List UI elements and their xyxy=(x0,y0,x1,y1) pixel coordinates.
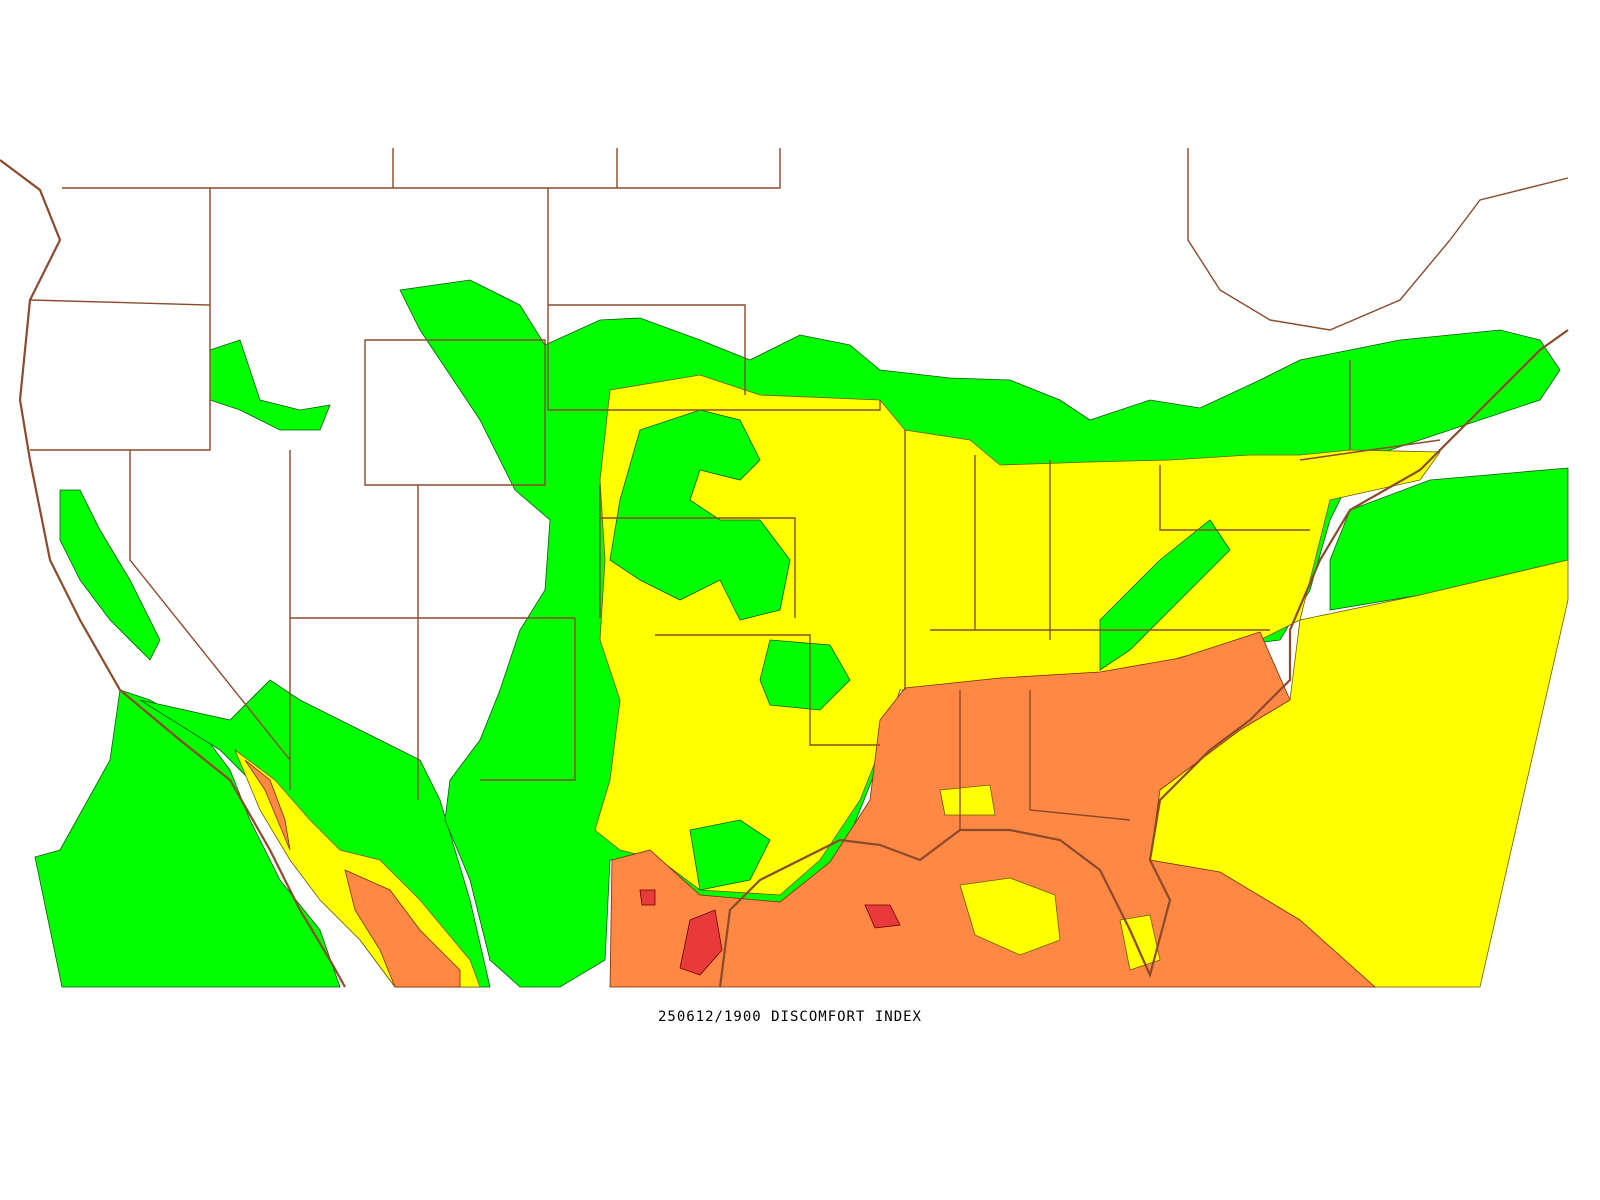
zone-green xyxy=(1099,519,1231,671)
zone-yellow xyxy=(959,877,1061,956)
zone-green xyxy=(1329,467,1569,611)
discomfort-fields xyxy=(34,279,1569,988)
zone-red xyxy=(639,889,656,906)
coastline xyxy=(0,159,346,988)
zone-orange xyxy=(244,759,291,851)
zone-yellow xyxy=(939,784,996,816)
coastline xyxy=(718,329,1569,988)
zone-green xyxy=(759,639,851,711)
zone-green xyxy=(34,689,341,988)
zone-green xyxy=(209,339,331,431)
map-caption: 250612/1900 DISCOMFORT INDEX xyxy=(658,1009,922,1025)
boundaries xyxy=(0,148,1569,988)
zone-red xyxy=(679,909,723,976)
zone-red xyxy=(864,904,901,929)
zone-green xyxy=(609,409,791,621)
zone-green xyxy=(689,819,771,891)
zone-green xyxy=(59,489,161,661)
border xyxy=(62,148,1569,331)
zone-orange xyxy=(344,869,461,988)
state-lines xyxy=(29,188,1441,830)
